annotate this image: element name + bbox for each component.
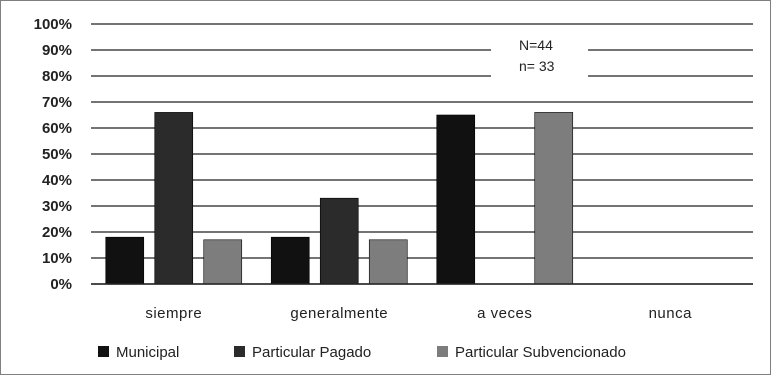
bar-particular-pagado bbox=[154, 112, 194, 285]
bar-municipal bbox=[436, 114, 476, 285]
y-tick-label: 40% bbox=[42, 172, 72, 189]
y-tick-label: 10% bbox=[42, 250, 72, 267]
y-tick-label: 0% bbox=[50, 276, 72, 293]
bars bbox=[105, 112, 574, 285]
y-tick-label: 30% bbox=[42, 198, 72, 215]
y-tick-label: 20% bbox=[42, 224, 72, 241]
gridlines bbox=[91, 23, 753, 285]
sample-size-annotation: N=44 bbox=[519, 37, 553, 53]
y-tick-label: 60% bbox=[42, 120, 72, 137]
x-category-label: siempre bbox=[145, 305, 202, 322]
y-tick-label: 90% bbox=[42, 42, 72, 59]
bar-particular-subvencionado bbox=[368, 239, 408, 285]
legend-swatch bbox=[437, 346, 448, 357]
x-category-label: generalmente bbox=[290, 305, 388, 322]
legend-label: Municipal bbox=[116, 344, 179, 361]
y-tick-label: 100% bbox=[34, 16, 72, 33]
legend-swatch bbox=[98, 346, 109, 357]
y-tick-label: 70% bbox=[42, 94, 72, 111]
legend: Municipal Particular Pagado Particular Sub… bbox=[98, 344, 626, 361]
x-category-label: nunca bbox=[649, 305, 693, 322]
legend-label: Particular Pagado bbox=[252, 344, 371, 361]
legend-label: Particular Subvencionado bbox=[455, 344, 626, 361]
x-category-label: a veces bbox=[477, 305, 532, 322]
annotation-background bbox=[491, 27, 588, 77]
bar-municipal bbox=[270, 236, 310, 285]
annotations: N=44 n= 33 bbox=[519, 37, 555, 74]
bar-particular-subvencionado bbox=[203, 239, 243, 285]
x-axis-categories: siempre generalmente a veces nunca bbox=[145, 305, 693, 322]
bar-particular-subvencionado bbox=[534, 112, 574, 285]
y-tick-label: 50% bbox=[42, 146, 72, 163]
legend-swatch bbox=[234, 346, 245, 357]
y-axis-ticks: 0% 10% 20% 30% 40% 50% 60% 70% 80% 90% 100% bbox=[34, 16, 72, 293]
y-tick-label: 80% bbox=[42, 68, 72, 85]
bar-municipal bbox=[105, 236, 145, 285]
sample-size-annotation: n= 33 bbox=[519, 58, 555, 74]
bar-particular-pagado bbox=[319, 197, 359, 285]
